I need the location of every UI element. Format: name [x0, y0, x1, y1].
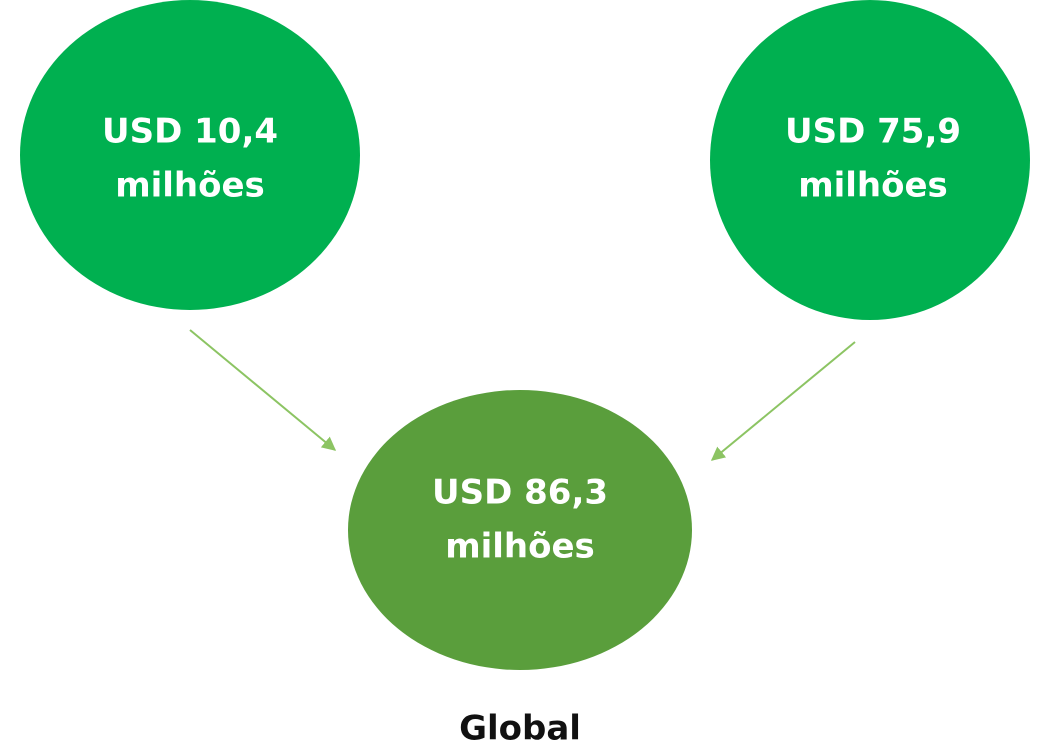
node-label: USD 10,4: [102, 112, 278, 152]
node-circle: [20, 0, 360, 310]
arrow: [710, 341, 856, 461]
node-label: milhões: [798, 166, 948, 206]
arrow: [189, 329, 337, 451]
node-label: milhões: [445, 527, 595, 567]
node-label: USD 86,3: [432, 473, 608, 513]
node-label: USD 75,9: [785, 112, 961, 152]
node-circle: [710, 0, 1030, 320]
node-circle: [348, 390, 692, 670]
caption: Global: [459, 709, 581, 749]
node-label: milhões: [115, 166, 265, 206]
